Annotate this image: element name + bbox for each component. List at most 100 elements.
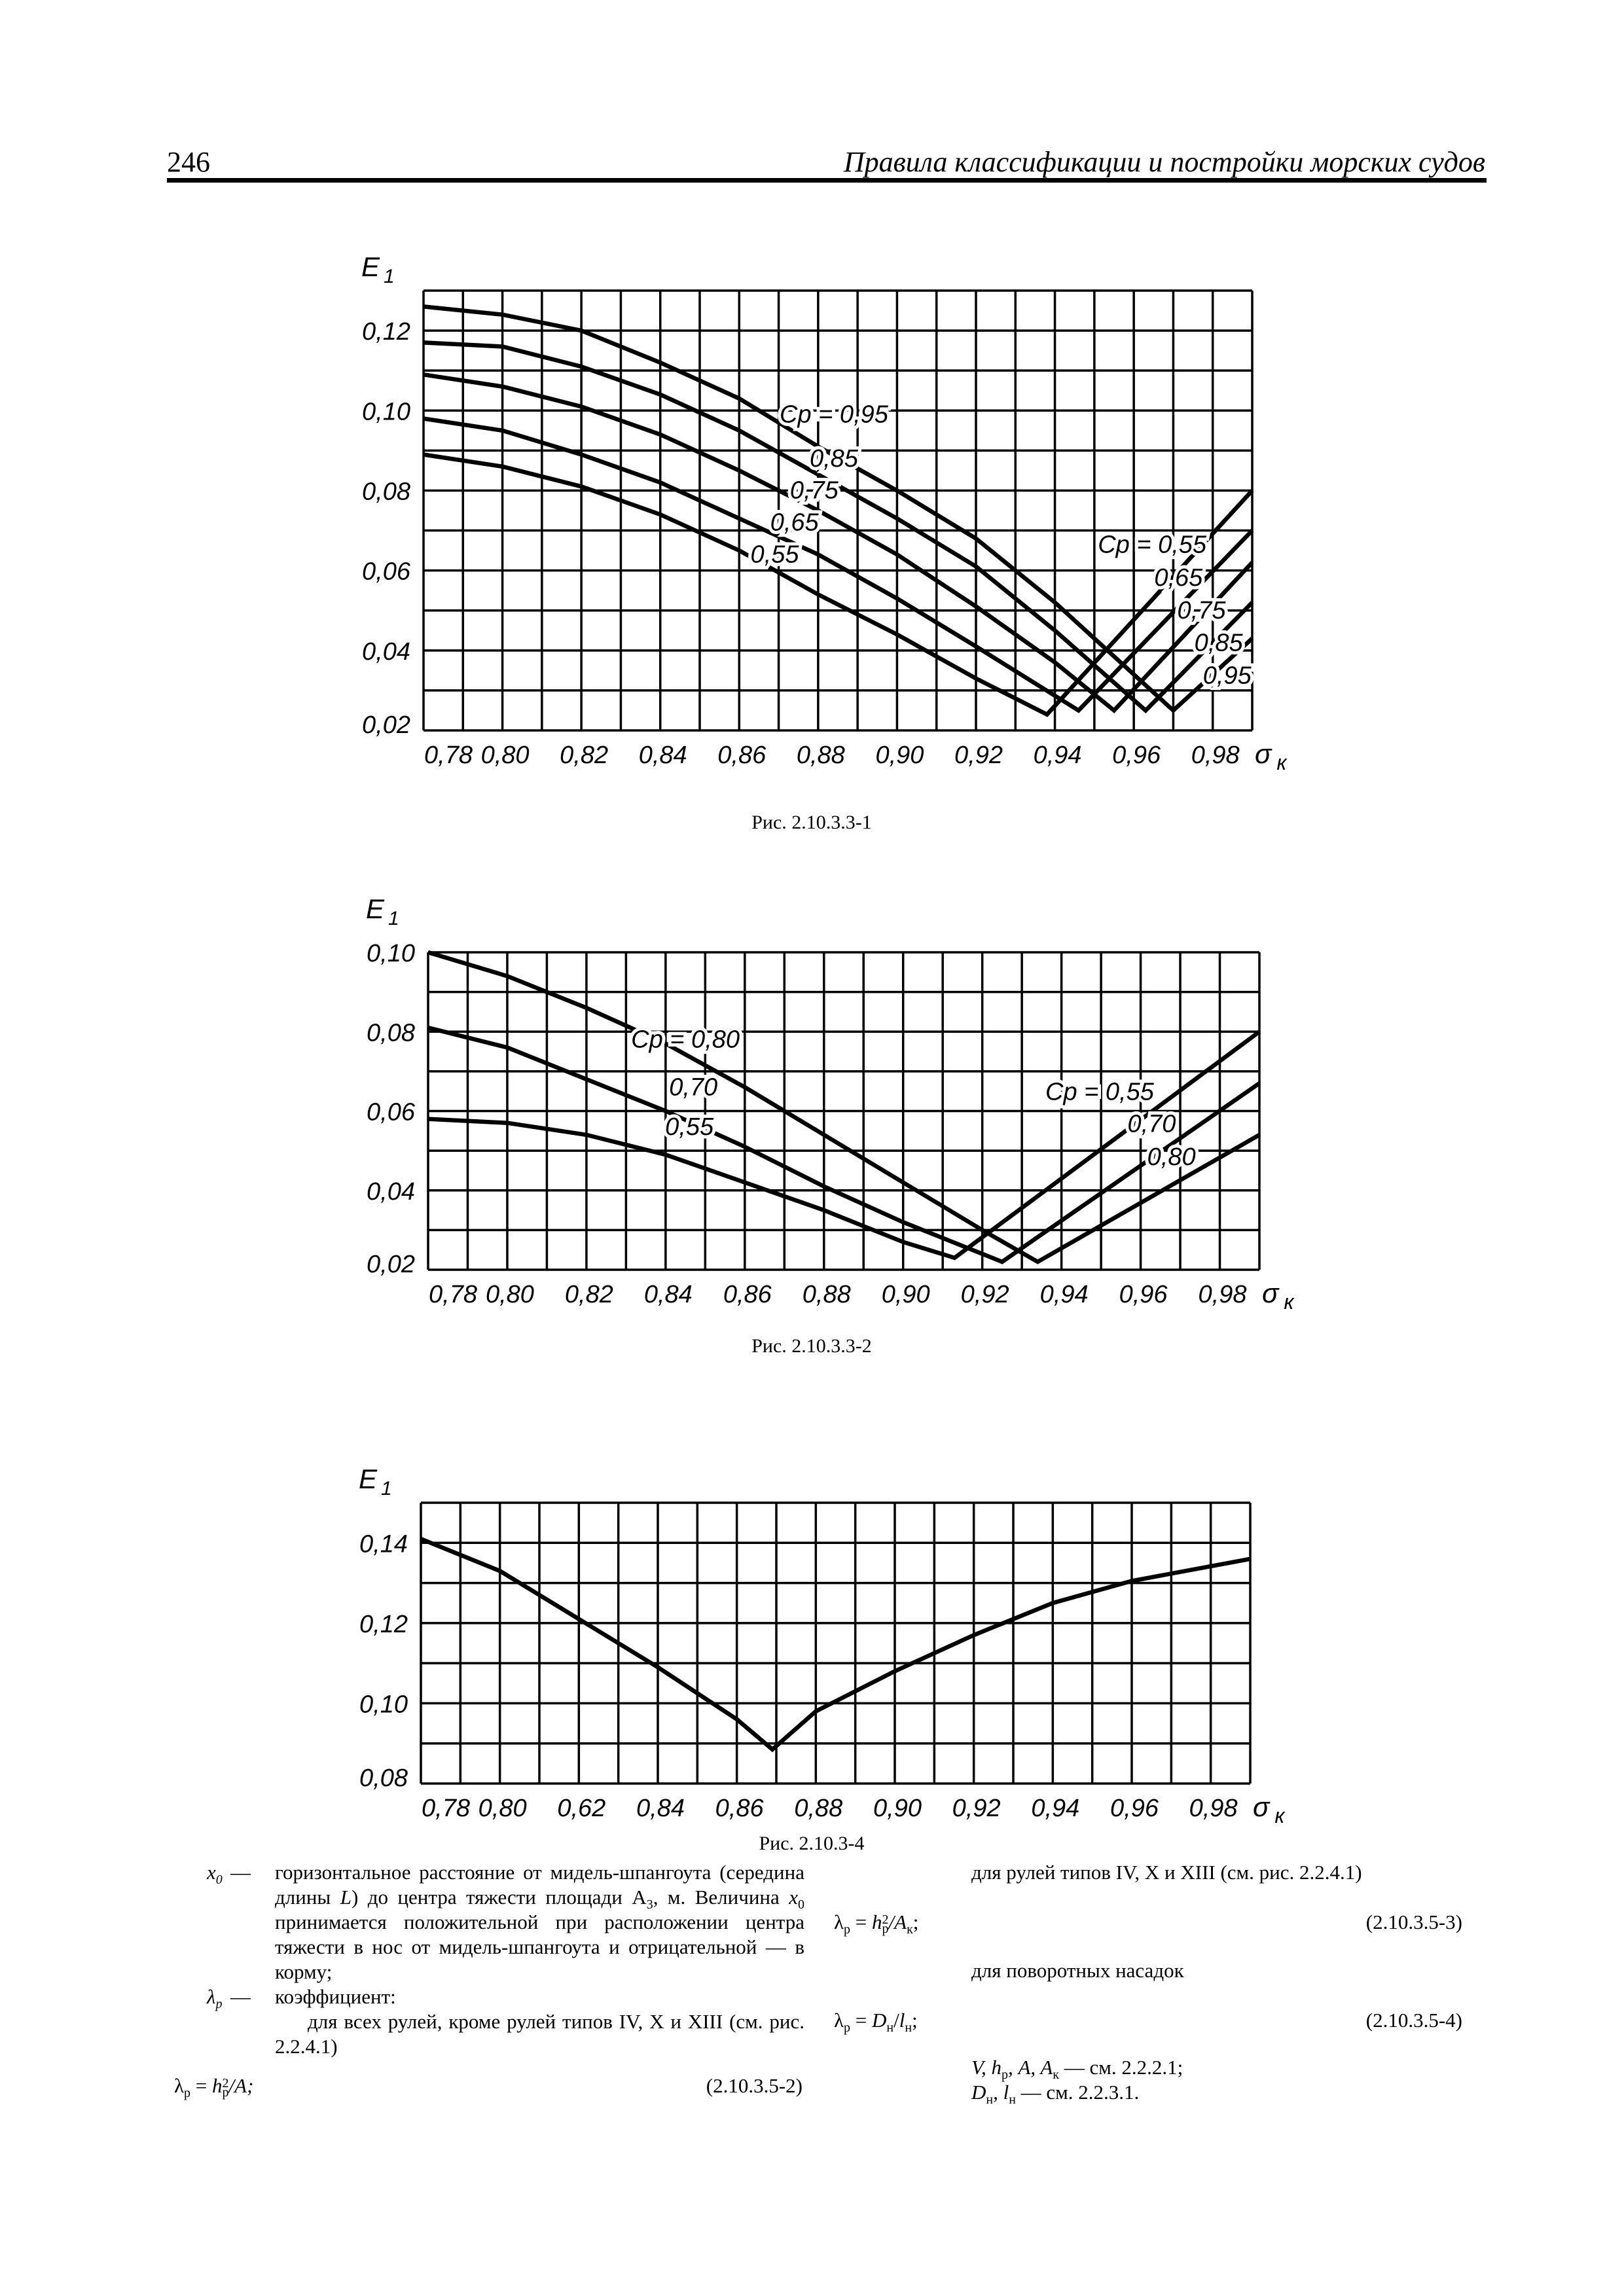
subscript: н bbox=[886, 2020, 894, 2036]
subscript: р bbox=[882, 1921, 889, 1936]
y-axis-subscript: 1 bbox=[388, 908, 399, 929]
subscript: р bbox=[222, 2085, 229, 2100]
subscript: 3 bbox=[646, 1897, 653, 1912]
curve-label: 0,55 bbox=[751, 541, 800, 568]
equals: = bbox=[850, 1910, 873, 1933]
subscript: р bbox=[844, 2020, 851, 2036]
x-tick-label: 0,96 bbox=[1112, 742, 1161, 769]
figure-caption: Рис. 2.10.3.3-2 bbox=[751, 1335, 872, 1357]
equation-2-10-3-5-3: λр = h 2 р/Aк; (2.10.3.5-3) bbox=[834, 1910, 1462, 1937]
series-line-2 bbox=[423, 372, 1254, 713]
x-tick-label: 0,78 bbox=[422, 1795, 470, 1822]
y-tick-label: 0,12 bbox=[362, 318, 410, 346]
reference-2: Dн, lн — см. 2.2.3.1. bbox=[971, 2080, 1462, 2108]
x-axis-subscript: к bbox=[1274, 1804, 1286, 1827]
x-tick-label: 0,88 bbox=[794, 1795, 842, 1822]
text-column-right: для рулей типов IV, X и XIII (см. рис. 2… bbox=[834, 1860, 1462, 2108]
text: ; bbox=[912, 1910, 919, 1933]
subscript: р bbox=[844, 1922, 851, 1937]
curve-label: Cp = 0,95 bbox=[780, 401, 889, 429]
equation-2-10-3-5-2: λр = h 2 р/A; (2.10.3.5-2) bbox=[174, 2073, 803, 2100]
subscript: н bbox=[905, 2020, 912, 2036]
text-column-left: x0 — горизонтальное расстояние от мидель… bbox=[174, 1860, 804, 2100]
symbol-subscript: р bbox=[215, 1997, 223, 2012]
series-line-4 bbox=[423, 304, 1254, 713]
equation-number: (2.10.3.5-4) bbox=[1365, 2009, 1462, 2032]
reference-1: V, hр, A, Aк — см. 2.2.2.1; bbox=[971, 2055, 1462, 2083]
y-tick-label: 0,02 bbox=[362, 711, 410, 739]
x-axis-subscript: к bbox=[1276, 751, 1288, 774]
figure-caption: Рис. 2.10.3-4 bbox=[759, 1833, 865, 1854]
curve-label: 0,65 bbox=[1154, 564, 1203, 592]
text: h bbox=[212, 2074, 223, 2097]
case-nozzles: для поворотных насадок bbox=[971, 1959, 1184, 1982]
text: /A bbox=[888, 1910, 907, 1933]
lambda: λ bbox=[834, 2009, 844, 2032]
x-axis-subscript: к bbox=[1284, 1290, 1295, 1314]
subscript: р bbox=[1001, 2068, 1008, 2083]
y-tick-label: 0,02 bbox=[367, 1251, 415, 1278]
series-line-0 bbox=[420, 1537, 1251, 1753]
x-tick-label: 0,90 bbox=[882, 1281, 930, 1308]
symbol-x0: x0 bbox=[207, 1860, 223, 1886]
y-tick-label: 0,08 bbox=[359, 1765, 408, 1792]
subscript: к bbox=[1053, 2068, 1059, 2083]
x-tick-label: 0,84 bbox=[644, 1281, 693, 1308]
x-tick-label: 0,92 bbox=[954, 742, 1003, 769]
series-line-1 bbox=[423, 416, 1254, 713]
x-tick-label: 0,94 bbox=[1040, 1281, 1089, 1308]
text: — см. 2.2.3.1. bbox=[1015, 2081, 1140, 2104]
x-tick-label: 0,84 bbox=[639, 742, 687, 769]
text: принимается положительной при расположен… bbox=[275, 1910, 804, 1983]
x-tick-label: 0,80 bbox=[478, 1795, 527, 1822]
dash: — bbox=[230, 1861, 251, 1884]
x-tick-label: 0,82 bbox=[560, 742, 608, 769]
curve-label: 0,75 bbox=[1178, 597, 1227, 624]
x-tick-label: 0,80 bbox=[486, 1281, 534, 1308]
x-tick-label: 0,78 bbox=[424, 742, 473, 769]
x-tick-label: 0,86 bbox=[715, 1795, 765, 1822]
equals: = bbox=[190, 2074, 213, 2097]
equation-number: (2.10.3.5-2) bbox=[706, 2074, 803, 2097]
case-all-rudders: для всех рулей, кроме рулей типов IV, X … bbox=[275, 2010, 804, 2058]
curve-label: 0,70 bbox=[1127, 1111, 1176, 1138]
curve-label: 0,55 bbox=[665, 1113, 714, 1141]
lambda: λ bbox=[834, 1910, 844, 1933]
text: , A, A bbox=[1007, 2056, 1053, 2079]
equation-number: (2.10.3.5-3) bbox=[1365, 1910, 1462, 1933]
series-line-0 bbox=[427, 1030, 1261, 1261]
x-axis-symbol: σ bbox=[1262, 1278, 1280, 1308]
text: D bbox=[872, 2009, 887, 2032]
y-tick-label: 0,04 bbox=[367, 1178, 415, 1206]
x-tick-label: 0,84 bbox=[636, 1795, 685, 1822]
series-line-0 bbox=[423, 452, 1254, 717]
text: D bbox=[971, 2081, 986, 2104]
text: V, h bbox=[971, 2056, 1001, 2079]
x-tick-label: 0,90 bbox=[875, 742, 924, 769]
curve-label: 0,70 bbox=[669, 1073, 717, 1101]
x-tick-label: 0,94 bbox=[1034, 742, 1082, 769]
definition-x0: x0 — горизонтальное расстояние от мидель… bbox=[207, 1860, 804, 1984]
x-tick-label: 0,92 bbox=[952, 1795, 1001, 1822]
symbol: x bbox=[207, 1861, 216, 1884]
text: — см. 2.2.2.1; bbox=[1058, 2056, 1183, 2079]
x-tick-label: 0,78 bbox=[429, 1281, 477, 1308]
y-tick-label: 0,10 bbox=[367, 940, 415, 967]
y-tick-label: 0,08 bbox=[367, 1019, 415, 1047]
subscript: н bbox=[1009, 2092, 1016, 2108]
case-types: для рулей типов IV, X и XIII (см. рис. 2… bbox=[971, 1861, 1362, 1884]
text: / bbox=[893, 2009, 899, 2032]
y-tick-label: 0,12 bbox=[359, 1611, 408, 1638]
x-axis-symbol: σ bbox=[1253, 1791, 1271, 1822]
y-tick-label: 0,08 bbox=[362, 478, 410, 505]
equation-2-10-3-5-4: λр = Dн/lн; (2.10.3.5-4) bbox=[834, 2008, 1462, 2036]
y-axis-subscript: 1 bbox=[384, 266, 395, 287]
text: h bbox=[872, 1910, 882, 1933]
header-rule bbox=[167, 178, 1487, 183]
